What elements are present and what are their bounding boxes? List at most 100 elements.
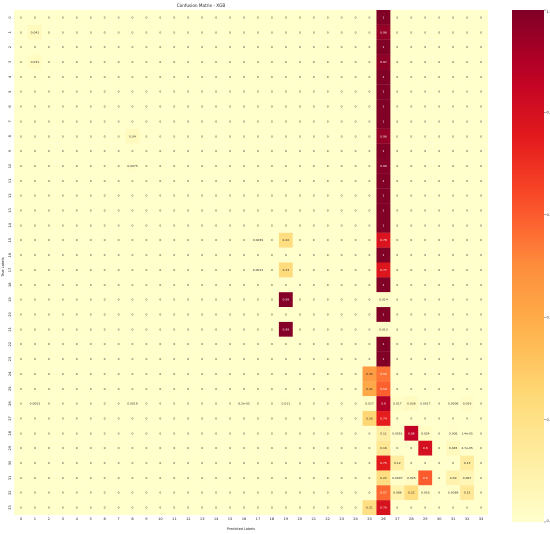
heatmap-cell (390, 307, 405, 322)
x-tick-label: 0 (20, 517, 23, 521)
heatmap-cell-label: 0 (410, 223, 412, 227)
heatmap-cell (27, 366, 42, 382)
heatmap-cell (278, 69, 293, 85)
heatmap-cell (348, 321, 363, 337)
heatmap-cell-label: 0.031 (31, 60, 40, 64)
heatmap-cell (125, 351, 140, 367)
heatmap-cell (306, 158, 321, 174)
heatmap-cell-label: 0 (341, 253, 343, 257)
heatmap-cell (55, 500, 70, 516)
heatmap-cell-label: 0 (104, 119, 106, 123)
heatmap-cell (55, 455, 70, 471)
heatmap-cell-label: 0 (48, 283, 50, 287)
heatmap-cell (181, 425, 196, 441)
heatmap-cell (69, 262, 84, 278)
heatmap-cell (97, 366, 112, 382)
heatmap-cell-label: 0 (355, 179, 357, 183)
heatmap-cell-label: 0 (369, 253, 371, 257)
x-tick-label: 24 (353, 517, 358, 521)
heatmap-cell (418, 247, 433, 263)
heatmap-cell-label: 0 (34, 105, 36, 109)
heatmap-cell-label: 0 (369, 90, 371, 94)
heatmap-cell-label: 0 (327, 312, 329, 316)
heatmap-cell (237, 485, 252, 501)
heatmap-cell-label: 0 (257, 223, 259, 227)
heatmap-cell-label: 0 (369, 194, 371, 198)
heatmap-cell (320, 84, 335, 100)
heatmap-cell-label: 0 (201, 253, 203, 257)
heatmap-cell-label: 0 (159, 342, 161, 346)
heatmap-cell (390, 113, 405, 129)
heatmap-cell-label: 0 (341, 223, 343, 227)
heatmap-cell-label: 0 (104, 105, 106, 109)
heatmap-cell-label: 0 (480, 298, 482, 302)
heatmap-cell-label: 0.086 (393, 491, 402, 495)
heatmap-cell (334, 69, 349, 85)
heatmap-cell (27, 158, 42, 174)
heatmap-cell (251, 84, 265, 100)
heatmap-cell (181, 69, 196, 85)
heatmap-cell (390, 396, 405, 412)
heatmap-cell-label: 0 (145, 90, 147, 94)
heatmap-cell-label: 0 (341, 387, 343, 391)
heatmap-cell (83, 307, 98, 322)
heatmap-cell-label: 0 (369, 283, 371, 287)
heatmap-cell (195, 455, 210, 471)
heatmap-cell-label: 0 (145, 15, 147, 19)
heatmap-cell-label: 0 (396, 15, 398, 19)
heatmap-cell (278, 188, 293, 204)
heatmap-cell-label: 0 (187, 30, 189, 34)
y-tick-label: 14 (8, 222, 12, 227)
heatmap-cell-label: 0 (424, 149, 426, 153)
heatmap-cell (209, 500, 224, 516)
heatmap-cell (460, 411, 475, 426)
heatmap-cell (111, 128, 126, 144)
heatmap-cell (306, 39, 321, 55)
heatmap-cell-label: 0 (34, 90, 36, 94)
heatmap-cell (111, 158, 126, 174)
heatmap-cell-label: 0 (466, 268, 468, 272)
heatmap-cell (153, 321, 168, 337)
heatmap-cell-label: 1 (382, 283, 384, 287)
heatmap-cell-label: 0 (76, 461, 78, 465)
heatmap-cell-label: 0 (438, 253, 440, 257)
heatmap-cell-label: 0 (76, 476, 78, 480)
heatmap-cell-label: 0 (243, 15, 245, 19)
heatmap-cell-label: 0 (90, 416, 92, 420)
heatmap-cell-label: 0 (410, 90, 412, 94)
heatmap-cell-label: 0 (118, 179, 120, 183)
heatmap-cell (55, 173, 70, 189)
heatmap-cell-label: 0 (118, 105, 120, 109)
heatmap-cell (139, 113, 154, 129)
heatmap-cell (153, 84, 168, 100)
heatmap-cell (362, 500, 377, 516)
heatmap-cell (446, 203, 461, 218)
heatmap-cell (14, 321, 28, 337)
heatmap-cell-label: 0.0039 (253, 238, 264, 242)
heatmap-cell (460, 217, 475, 233)
x-tick-label: 16 (242, 517, 247, 521)
heatmap-cell (181, 292, 196, 308)
heatmap-cell (153, 470, 168, 486)
heatmap-cell (41, 113, 56, 129)
heatmap-cell-label: 0 (243, 194, 245, 198)
heatmap-cell (195, 232, 210, 248)
heatmap-cell (139, 381, 154, 397)
heatmap-cell (55, 69, 70, 85)
heatmap-cell (474, 158, 489, 174)
heatmap-cell (320, 262, 335, 278)
heatmap-cell (139, 425, 154, 441)
heatmap-cell (348, 39, 363, 55)
heatmap-cell-label: 0 (90, 342, 92, 346)
heatmap-cell-label: 0 (341, 372, 343, 376)
heatmap-cell-label: 0 (118, 253, 120, 257)
heatmap-cell-label: 0 (313, 327, 315, 331)
heatmap-cell-label: 0 (20, 15, 22, 19)
heatmap-cell-label: 0 (355, 327, 357, 331)
heatmap-cell (446, 99, 461, 115)
heatmap-cell-label: 0 (285, 491, 287, 495)
y-tick-label: 12 (8, 193, 12, 198)
heatmap-cell-label: 0 (299, 387, 301, 391)
heatmap-cell (390, 10, 405, 25)
heatmap-cell (181, 307, 196, 322)
